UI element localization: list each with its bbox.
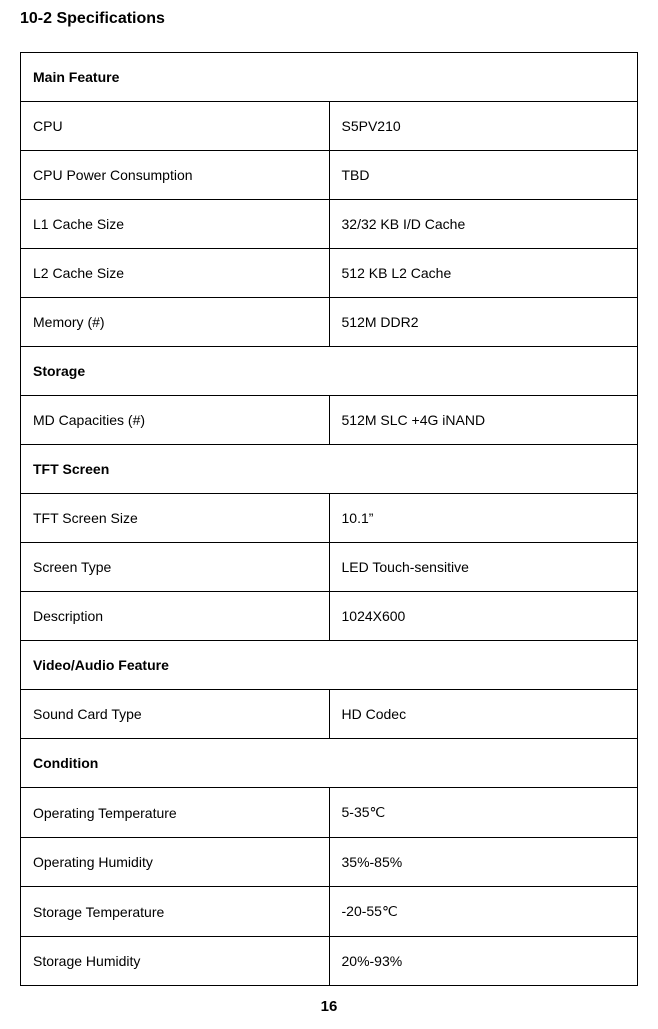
spec-label: Operating Humidity xyxy=(21,838,330,887)
table-row: Sound Card Type HD Codec xyxy=(21,690,638,739)
spec-label: CPU xyxy=(21,102,330,151)
spec-label: Storage Humidity xyxy=(21,937,330,986)
spec-value: 20%-93% xyxy=(329,937,638,986)
spec-value: TBD xyxy=(329,151,638,200)
spec-value: 512 KB L2 Cache xyxy=(329,249,638,298)
table-row: Memory (#) 512M DDR2 xyxy=(21,298,638,347)
table-header-row: Main Feature xyxy=(21,53,638,102)
spec-value: HD Codec xyxy=(329,690,638,739)
spec-value: 512M DDR2 xyxy=(329,298,638,347)
spec-value: 1024X600 xyxy=(329,592,638,641)
section-header: Main Feature xyxy=(21,53,638,102)
spec-label: Storage Temperature xyxy=(21,887,330,937)
table-row: L2 Cache Size 512 KB L2 Cache xyxy=(21,249,638,298)
section-header: Storage xyxy=(21,347,638,396)
spec-label: Operating Temperature xyxy=(21,788,330,838)
spec-label: L2 Cache Size xyxy=(21,249,330,298)
spec-value: 512M SLC +4G iNAND xyxy=(329,396,638,445)
spec-value: -20-55℃ xyxy=(329,887,638,937)
table-row: Storage Temperature -20-55℃ xyxy=(21,887,638,937)
table-header-row: TFT Screen xyxy=(21,445,638,494)
spec-value: S5PV210 xyxy=(329,102,638,151)
spec-label: L1 Cache Size xyxy=(21,200,330,249)
spec-label: Sound Card Type xyxy=(21,690,330,739)
table-header-row: Storage xyxy=(21,347,638,396)
spec-label: CPU Power Consumption xyxy=(21,151,330,200)
table-header-row: Condition xyxy=(21,739,638,788)
spec-value: 10.1” xyxy=(329,494,638,543)
spec-value: 32/32 KB I/D Cache xyxy=(329,200,638,249)
table-row: Screen Type LED Touch-sensitive xyxy=(21,543,638,592)
section-header: TFT Screen xyxy=(21,445,638,494)
section-title: 10-2 Specifications xyxy=(20,10,638,28)
table-row: CPU Power Consumption TBD xyxy=(21,151,638,200)
spec-label: Description xyxy=(21,592,330,641)
table-row: MD Capacities (#) 512M SLC +4G iNAND xyxy=(21,396,638,445)
specifications-table: Main Feature CPU S5PV210 CPU Power Consu… xyxy=(20,52,638,986)
section-header: Condition xyxy=(21,739,638,788)
section-header: Video/Audio Feature xyxy=(21,641,638,690)
spec-value: 5-35℃ xyxy=(329,788,638,838)
table-row: Operating Humidity 35%-85% xyxy=(21,838,638,887)
spec-value: LED Touch-sensitive xyxy=(329,543,638,592)
table-row: L1 Cache Size 32/32 KB I/D Cache xyxy=(21,200,638,249)
table-row: Operating Temperature 5-35℃ xyxy=(21,788,638,838)
spec-label: TFT Screen Size xyxy=(21,494,330,543)
spec-label: Screen Type xyxy=(21,543,330,592)
spec-value: 35%-85% xyxy=(329,838,638,887)
table-row: CPU S5PV210 xyxy=(21,102,638,151)
table-row: TFT Screen Size 10.1” xyxy=(21,494,638,543)
spec-label: MD Capacities (#) xyxy=(21,396,330,445)
spec-label: Memory (#) xyxy=(21,298,330,347)
table-row: Description 1024X600 xyxy=(21,592,638,641)
page-number: 16 xyxy=(0,998,658,1015)
table-header-row: Video/Audio Feature xyxy=(21,641,638,690)
table-row: Storage Humidity 20%-93% xyxy=(21,937,638,986)
